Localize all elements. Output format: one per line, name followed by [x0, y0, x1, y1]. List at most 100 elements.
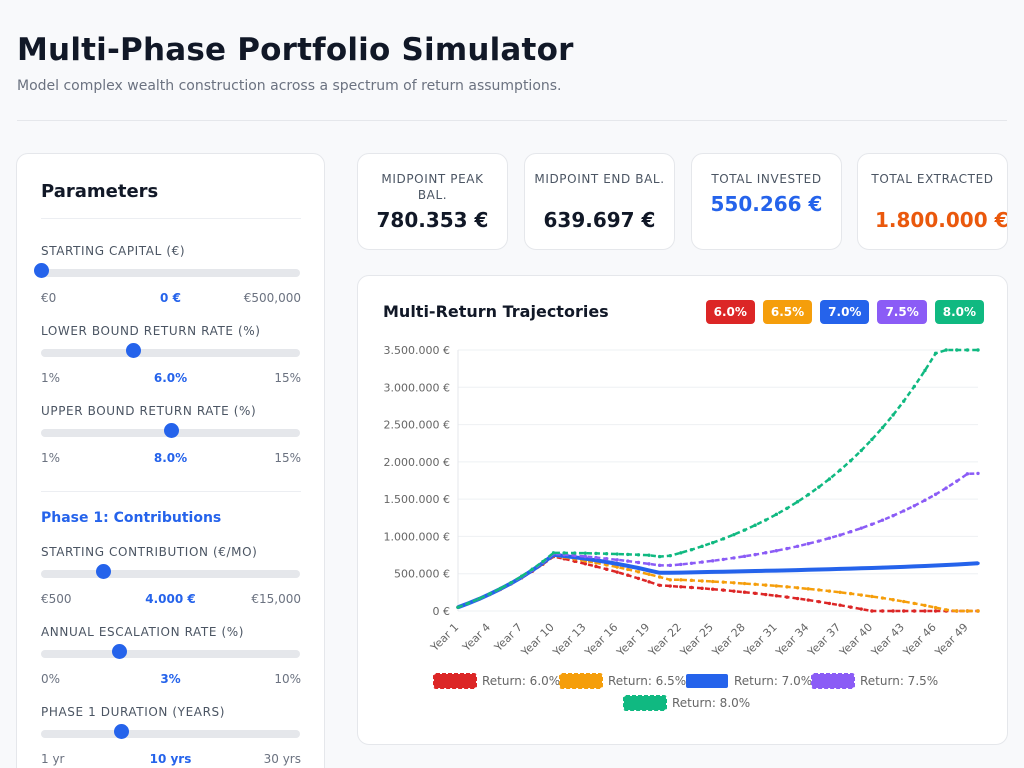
data-point	[689, 548, 694, 552]
data-point	[657, 571, 662, 575]
legend-label: Return: 8.0%	[672, 696, 750, 710]
data-point	[668, 584, 672, 588]
chart-title: Multi-Return Trajectories	[383, 302, 609, 321]
data-point	[806, 587, 810, 591]
data-point	[944, 608, 948, 612]
stat-label: TOTAL INVESTED	[711, 172, 822, 186]
data-point	[955, 562, 959, 567]
slider-thumb[interactable]	[126, 343, 142, 358]
data-point	[795, 500, 800, 504]
series-line	[457, 348, 978, 609]
data-point	[902, 609, 906, 613]
stat-label: MIDPOINT PEAK BAL.	[381, 172, 484, 202]
data-point	[700, 544, 704, 549]
slider-max: €15,000	[251, 592, 301, 606]
x-tick-label: Year 46	[900, 621, 939, 660]
data-point	[870, 594, 874, 599]
data-point	[923, 368, 927, 373]
starting-capital-control: STARTING CAPITAL (€) €0 0 € €500,000	[34, 244, 301, 306]
data-point	[753, 591, 757, 596]
data-point	[806, 542, 810, 546]
data-point	[965, 609, 970, 613]
lower-bound-return-slider[interactable]	[41, 349, 300, 357]
y-tick-label: 2.500.000 €	[384, 419, 450, 432]
data-point	[848, 605, 853, 609]
slider-max: 15%	[274, 451, 301, 465]
return-badge: 8.0%	[934, 300, 984, 324]
slider-max: €500,000	[243, 291, 301, 305]
data-point	[891, 598, 895, 602]
slider-thumb[interactable]	[114, 724, 130, 739]
x-tick-label: Year 37	[805, 621, 844, 660]
data-point	[859, 566, 863, 571]
data-point	[721, 537, 726, 541]
data-point	[902, 509, 906, 513]
data-point	[806, 598, 810, 602]
data-point	[657, 554, 662, 559]
data-point	[583, 554, 588, 559]
data-point	[583, 551, 588, 555]
slider-min: 1%	[41, 451, 61, 465]
x-tick-label: Year 31	[741, 621, 780, 660]
data-point	[880, 565, 885, 570]
data-point	[753, 569, 757, 573]
slider-value: 10 yrs	[149, 752, 192, 766]
slider-value: 3%	[160, 672, 181, 686]
data-point	[519, 574, 524, 578]
data-point	[838, 468, 842, 472]
slider-label: ANNUAL ESCALATION RATE (%)	[41, 625, 245, 639]
data-point	[848, 566, 853, 571]
slider-thumb[interactable]	[34, 263, 49, 278]
data-point	[657, 583, 662, 587]
x-tick-label: Year 16	[582, 621, 621, 660]
slider-thumb[interactable]	[96, 564, 112, 579]
phase-1-title: Phase 1: Contributions	[41, 510, 222, 526]
data-point	[466, 601, 471, 605]
data-point	[764, 592, 768, 597]
data-point	[859, 593, 863, 597]
data-point	[838, 533, 842, 537]
section-divider	[41, 491, 301, 492]
data-point	[710, 579, 715, 584]
data-point	[976, 348, 980, 352]
data-point	[764, 518, 768, 522]
annual-escalation-slider[interactable]	[41, 650, 300, 658]
data-point	[774, 594, 779, 598]
slider-thumb[interactable]	[111, 644, 127, 659]
data-point	[647, 572, 651, 577]
data-point	[742, 569, 747, 573]
y-tick-label: 500.000 €	[394, 568, 450, 581]
y-tick-label: 3.000.000 €	[384, 381, 450, 394]
parameters-title: Parameters	[41, 181, 159, 202]
stat-value: 550.266 €	[710, 192, 823, 216]
x-tick-label: Year 1	[427, 621, 461, 655]
data-point	[562, 551, 566, 555]
data-point	[912, 609, 917, 613]
starting-capital-slider[interactable]	[41, 269, 300, 277]
data-point	[615, 558, 619, 562]
data-point	[891, 609, 895, 613]
data-point	[923, 603, 927, 608]
data-point	[753, 523, 757, 527]
phase-1-duration-slider[interactable]	[41, 730, 300, 738]
data-point	[774, 512, 779, 517]
data-point	[976, 609, 980, 613]
stat-value: 639.697 €	[543, 208, 656, 232]
data-point	[594, 555, 598, 560]
data-point	[742, 528, 747, 532]
data-point	[668, 553, 672, 558]
data-point	[668, 578, 672, 582]
data-point	[774, 549, 779, 553]
y-tick-label: 3.500.000 €	[384, 344, 450, 357]
x-tick-label: Year 22	[645, 621, 684, 660]
data-point	[795, 586, 800, 590]
slider-thumb[interactable]	[163, 423, 179, 438]
data-point	[742, 590, 747, 594]
page-title: Multi-Phase Portfolio Simulator	[17, 32, 574, 68]
data-point	[753, 582, 757, 587]
data-point	[774, 584, 779, 588]
data-point	[721, 570, 726, 574]
data-point	[626, 559, 630, 563]
series-line	[457, 555, 978, 613]
starting-contribution-slider[interactable]	[41, 570, 300, 578]
